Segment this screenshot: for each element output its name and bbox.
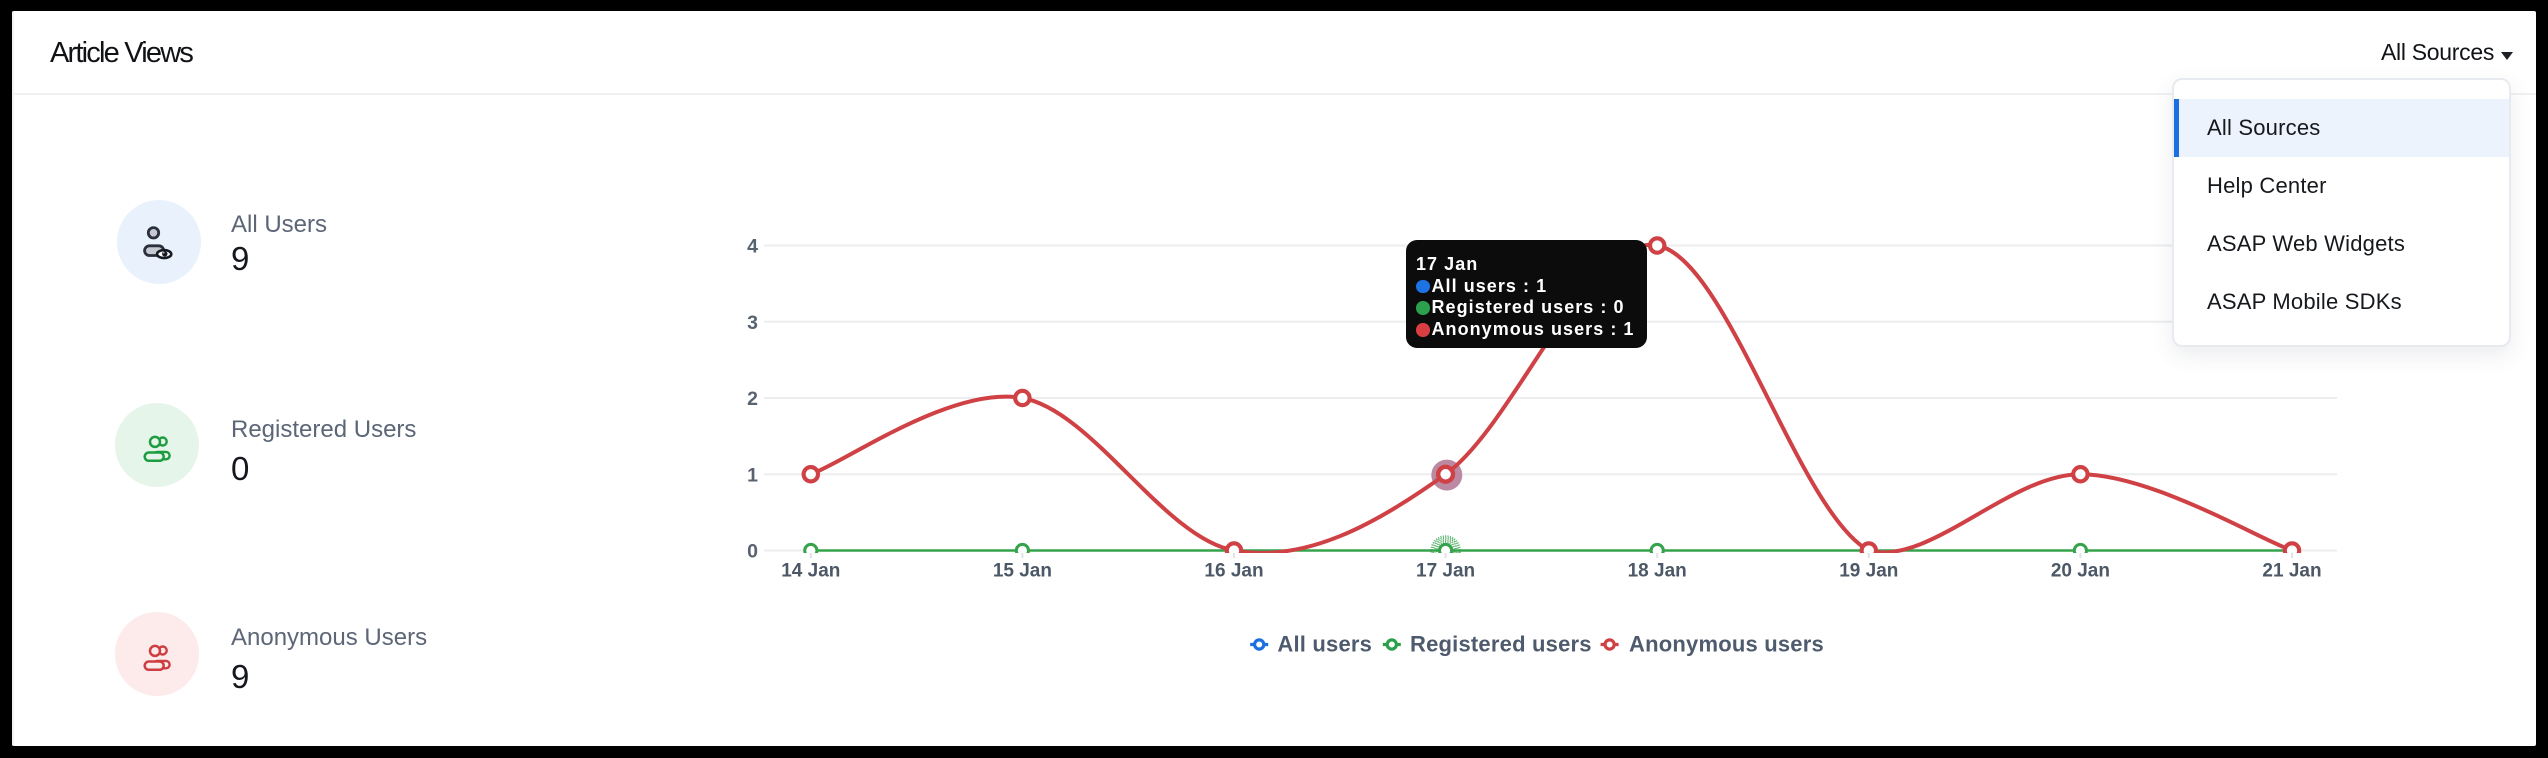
- svg-text:4: 4: [747, 236, 758, 258]
- svg-text:2: 2: [747, 388, 758, 410]
- svg-text:All users: All users: [1277, 632, 1372, 657]
- svg-text:16 Jan: 16 Jan: [1204, 561, 1263, 582]
- svg-text:14 Jan: 14 Jan: [781, 561, 840, 582]
- svg-text:0: 0: [747, 541, 758, 563]
- svg-text:Anonymous users: Anonymous users: [1629, 632, 1824, 657]
- svg-text:Registered users: Registered users: [1410, 632, 1592, 657]
- svg-text:18 Jan: 18 Jan: [1628, 561, 1687, 582]
- svg-text:17 Jan: 17 Jan: [1416, 561, 1475, 582]
- svg-text:1: 1: [747, 464, 758, 486]
- svg-text:20 Jan: 20 Jan: [2051, 561, 2110, 582]
- svg-text:3: 3: [747, 312, 758, 334]
- svg-text:19 Jan: 19 Jan: [1839, 561, 1898, 582]
- svg-text:15 Jan: 15 Jan: [993, 561, 1052, 582]
- svg-text:21 Jan: 21 Jan: [2262, 561, 2321, 582]
